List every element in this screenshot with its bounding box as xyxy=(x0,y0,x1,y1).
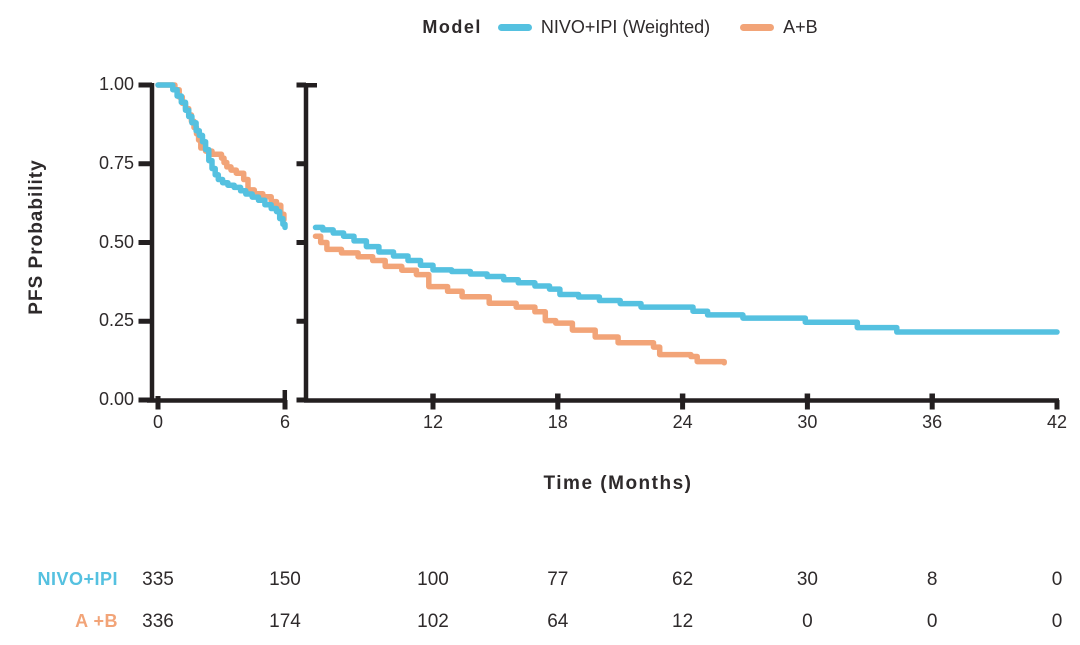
survival-plot xyxy=(138,82,1060,410)
risk-count-cell: 12 xyxy=(672,611,694,632)
y-tick-label: 0.25 xyxy=(98,310,134,331)
y-tick-label: 0.75 xyxy=(98,152,134,173)
risk-count-cell: 0 xyxy=(926,611,938,632)
risk-count-cell: 64 xyxy=(547,611,569,632)
x-tick-label: 18 xyxy=(547,412,568,432)
x-tick-label: 24 xyxy=(672,412,693,432)
risk-count-cell: 335 xyxy=(142,569,174,590)
risk-count-cell: 336 xyxy=(142,611,174,632)
x-tick-label: 42 xyxy=(1046,412,1068,432)
y-tick-label: 1.00 xyxy=(98,74,134,94)
risk-count-cell: 0 xyxy=(802,611,813,632)
risk-count-cell: 8 xyxy=(926,569,938,590)
risk-count-cell: 0 xyxy=(1051,569,1063,590)
a-b-line-swatch-icon xyxy=(740,23,775,31)
risk-count-cell: 77 xyxy=(547,569,569,590)
risk-count-cell: 174 xyxy=(269,611,301,632)
risk-count-cell: 100 xyxy=(417,569,449,590)
legend-item-a-b: A+B xyxy=(740,17,818,38)
legend-item-nivo-ipi: NIVO+IPI (Weighted) xyxy=(497,16,711,38)
legend: Model NIVO+IPI (Weighted) A+B xyxy=(180,14,1060,40)
risk-count-cell: 0 xyxy=(1051,611,1063,632)
legend-item-nivo-ipi-label: NIVO+IPI (Weighted) xyxy=(540,16,711,37)
y-tick-label: 0.00 xyxy=(98,389,134,409)
x-tick-label: 36 xyxy=(922,412,943,432)
km-curve-nivo-ipi-weighted- xyxy=(312,224,1060,335)
legend-title: Model xyxy=(422,16,482,37)
x-tick-label: 12 xyxy=(422,412,444,432)
risk-count-cell: 150 xyxy=(269,569,301,590)
km-curve-nivo-ipi-weighted- xyxy=(155,82,288,231)
legend-item-a-b-label: A+B xyxy=(783,16,818,37)
nivo-ipi-line-swatch-icon xyxy=(497,23,532,31)
risk-count-cell: 30 xyxy=(796,569,818,590)
x-tick-label: 0 xyxy=(152,412,163,432)
risk-row-label-a-b: A +B xyxy=(75,611,118,631)
y-tick-label: 0.50 xyxy=(98,231,134,252)
km-curve-a-b xyxy=(312,233,727,366)
risk-count-cell: 102 xyxy=(417,611,449,632)
x-tick-label: 30 xyxy=(797,412,818,432)
risk-row-label-nivo-ipi: NIVO+IPI xyxy=(37,569,118,589)
x-tick-label: 6 xyxy=(279,412,290,432)
risk-count-cell: 62 xyxy=(672,569,694,590)
x-axis-title: Time (Months) xyxy=(543,473,693,494)
